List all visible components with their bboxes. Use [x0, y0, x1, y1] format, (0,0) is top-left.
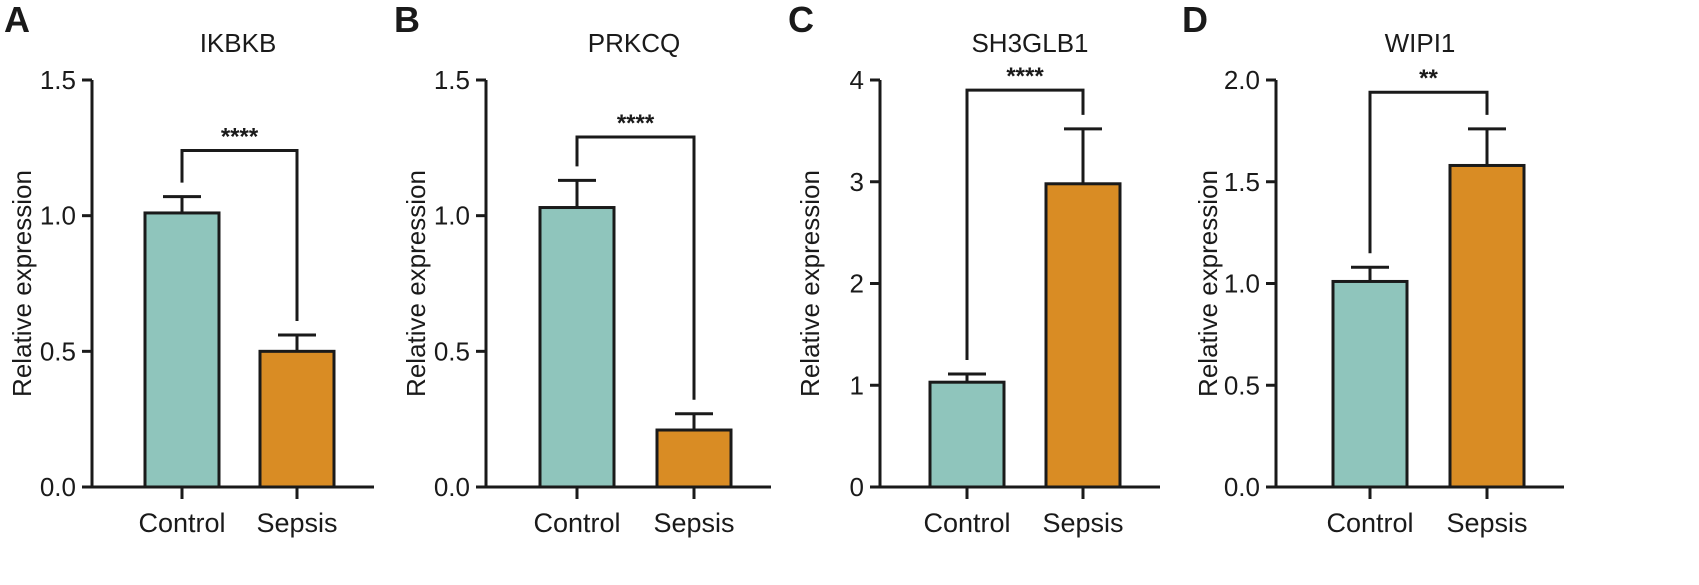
y-tick-label: 1 [850, 370, 864, 400]
y-tick-label: 1.0 [1224, 269, 1260, 299]
x-tick-label: Sepsis [1446, 508, 1527, 538]
y-tick-label: 1.5 [1224, 167, 1260, 197]
panel-d: D WIPI1 Relative expression 0.0 0.5 1.0 1.5 2.0… [1182, 0, 1564, 538]
x-tick-label: Control [533, 508, 620, 538]
y-tick-label: 0.5 [1224, 370, 1260, 400]
panel-letter: D [1182, 0, 1208, 40]
y-tick-label: 3 [850, 167, 864, 197]
panel-c: C SH3GLB1 Relative expression 0 1 2 3 4 Control S… [788, 0, 1160, 538]
x-tick-label: Sepsis [256, 508, 337, 538]
y-tick-label: 0.0 [40, 472, 76, 502]
significance-label: **** [617, 110, 655, 137]
x-tick-label: Control [138, 508, 225, 538]
y-tick-label: 1.0 [40, 201, 76, 231]
x-tick-label: Sepsis [653, 508, 734, 538]
bar-sepsis [1044, 182, 1122, 489]
significance-bracket [1368, 90, 1489, 254]
y-tick-label: 2 [850, 269, 864, 299]
bar-control [143, 211, 221, 489]
significance-label: **** [221, 124, 259, 151]
y-tick-label: 0.5 [434, 336, 470, 366]
bar-sepsis [258, 349, 336, 489]
y-axis-label: Relative expression [401, 170, 431, 397]
y-tick-label: 0.0 [434, 472, 470, 502]
significance-bracket [575, 135, 696, 400]
x-tick-label: Control [923, 508, 1010, 538]
y-tick-label: 0.5 [40, 336, 76, 366]
y-tick-label: 1.0 [434, 201, 470, 231]
y-axis-label: Relative expression [7, 170, 37, 397]
panel-letter: B [394, 0, 420, 40]
y-tick-label: 1.5 [40, 65, 76, 95]
bar-control [538, 206, 616, 489]
y-tick-label: 1.5 [434, 65, 470, 95]
chart-title: IKBKB [200, 28, 277, 58]
x-tick-label: Control [1326, 508, 1413, 538]
y-tick-label: 0 [850, 472, 864, 502]
panel-letter: A [4, 0, 30, 40]
chart-title: SH3GLB1 [971, 28, 1088, 58]
y-axis-label: Relative expression [1193, 170, 1223, 397]
significance-bracket [965, 88, 1085, 361]
bar-control [928, 380, 1006, 489]
significance-label: ** [1419, 65, 1438, 92]
significance-label: **** [1006, 63, 1044, 90]
bar-control [1331, 279, 1409, 489]
panel-b: B PRKCQ Relative expression 0.0 0.5 1.0 1.5 Con… [394, 0, 771, 538]
chart-title: WIPI1 [1385, 28, 1456, 58]
y-tick-label: 0.0 [1224, 472, 1260, 502]
y-tick-label: 4 [850, 65, 864, 95]
panel-a: A IKBKB Relative expression 0.0 0.5 1.0 1.5 Con… [4, 0, 374, 538]
bar-sepsis [1448, 163, 1526, 489]
y-axis-label: Relative expression [795, 170, 825, 397]
y-tick-label: 2.0 [1224, 65, 1260, 95]
x-tick-label: Sepsis [1042, 508, 1123, 538]
bar-sepsis [655, 428, 733, 489]
panel-letter: C [788, 0, 814, 40]
significance-bracket [180, 149, 299, 322]
chart-title: PRKCQ [588, 28, 680, 58]
